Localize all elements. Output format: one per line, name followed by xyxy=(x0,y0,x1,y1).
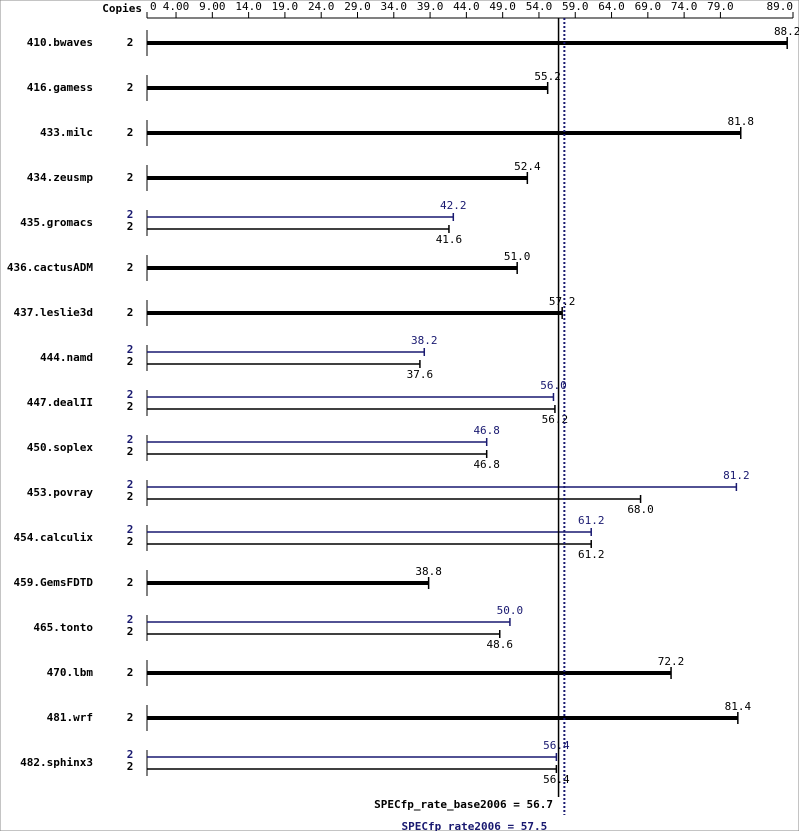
value-label: 72.2 xyxy=(658,655,685,668)
copies-label: 2 xyxy=(127,343,134,356)
category-label: 447.dealII xyxy=(27,396,93,409)
value-label: 56.0 xyxy=(540,379,567,392)
value-label: 68.0 xyxy=(627,503,654,516)
value-label: 61.2 xyxy=(578,514,605,527)
reference-label: SPECfp_rate_base2006 = 56.7 xyxy=(374,798,553,811)
value-label: 46.8 xyxy=(473,424,500,437)
value-label: 61.2 xyxy=(578,548,605,561)
value-label: 52.4 xyxy=(514,160,541,173)
copies-label: 2 xyxy=(127,388,134,401)
category-label: 437.leslie3d xyxy=(14,306,93,319)
x-tick-label: 39.0 xyxy=(417,0,444,13)
value-label: 41.6 xyxy=(436,233,463,246)
x-tick-label: 79.0 xyxy=(707,0,734,13)
copies-label: 2 xyxy=(127,613,134,626)
x-tick-label: 59.0 xyxy=(562,0,589,13)
category-label: 454.calculix xyxy=(14,531,94,544)
category-label: 450.soplex xyxy=(27,441,94,454)
category-label: 444.namd xyxy=(40,351,93,364)
x-tick-label: 24.0 xyxy=(308,0,335,13)
copies-label: 2 xyxy=(127,220,134,233)
x-tick-label: 9.00 xyxy=(199,0,226,13)
value-label: 55.2 xyxy=(534,70,561,83)
category-label: 435.gromacs xyxy=(20,216,93,229)
x-tick-label: 34.0 xyxy=(381,0,408,13)
x-tick-label: 54.0 xyxy=(526,0,553,13)
category-label: 416.gamess xyxy=(27,81,93,94)
x-tick-label: 29.0 xyxy=(344,0,371,13)
copies-label: 2 xyxy=(127,760,134,773)
value-label: 46.8 xyxy=(473,458,500,471)
copies-label: 2 xyxy=(127,490,134,503)
value-label: 57.2 xyxy=(549,295,576,308)
category-label: 434.zeusmp xyxy=(27,171,94,184)
copies-label: 2 xyxy=(127,445,134,458)
copies-label: 2 xyxy=(127,171,134,184)
x-tick-label: 89.0 xyxy=(767,0,794,13)
x-tick-label: 74.0 xyxy=(671,0,698,13)
value-label: 81.4 xyxy=(725,700,752,713)
value-label: 56.4 xyxy=(543,773,570,786)
copies-label: 2 xyxy=(127,523,134,536)
category-label: 453.povray xyxy=(27,486,94,499)
copies-label: 2 xyxy=(127,126,134,139)
copies-label: 2 xyxy=(127,433,134,446)
category-label: 465.tonto xyxy=(33,621,93,634)
x-tick-label: 0 xyxy=(150,0,157,13)
value-label: 38.8 xyxy=(415,565,442,578)
x-tick-label: 14.0 xyxy=(235,0,262,13)
x-tick-label: 19.0 xyxy=(272,0,299,13)
category-label: 459.GemsFDTD xyxy=(14,576,94,589)
copies-label: 2 xyxy=(127,400,134,413)
copies-header: Copies xyxy=(102,2,142,15)
copies-label: 2 xyxy=(127,625,134,638)
copies-label: 2 xyxy=(127,355,134,368)
copies-label: 2 xyxy=(127,478,134,491)
copies-label: 2 xyxy=(127,306,134,319)
category-label: 482.sphinx3 xyxy=(20,756,93,769)
category-label: 436.cactusADM xyxy=(7,261,93,274)
x-tick-label: 4.00 xyxy=(163,0,190,13)
copies-label: 2 xyxy=(127,36,134,49)
value-label: 38.2 xyxy=(411,334,438,347)
reference-label: SPECfp_rate2006 = 57.5 xyxy=(402,820,548,831)
value-label: 81.8 xyxy=(727,115,754,128)
copies-label: 2 xyxy=(127,208,134,221)
x-tick-label: 69.0 xyxy=(635,0,662,13)
copies-label: 2 xyxy=(127,261,134,274)
x-tick-label: 64.0 xyxy=(598,0,625,13)
value-label: 42.2 xyxy=(440,199,467,212)
value-label: 56.4 xyxy=(543,739,570,752)
copies-label: 2 xyxy=(127,711,134,724)
category-label: 433.milc xyxy=(40,126,93,139)
value-label: 88.2 xyxy=(774,25,799,38)
x-tick-label: 44.0 xyxy=(453,0,480,13)
copies-label: 2 xyxy=(127,748,134,761)
category-label: 410.bwaves xyxy=(27,36,93,49)
value-label: 81.2 xyxy=(723,469,750,482)
value-label: 48.6 xyxy=(487,638,514,651)
category-label: 470.lbm xyxy=(47,666,94,679)
copies-label: 2 xyxy=(127,81,134,94)
value-label: 37.6 xyxy=(407,368,434,381)
copies-label: 2 xyxy=(127,535,134,548)
value-label: 51.0 xyxy=(504,250,531,263)
copies-label: 2 xyxy=(127,576,134,589)
value-label: 50.0 xyxy=(497,604,524,617)
copies-label: 2 xyxy=(127,666,134,679)
value-label: 56.2 xyxy=(542,413,569,426)
category-label: 481.wrf xyxy=(47,711,93,724)
x-tick-label: 49.0 xyxy=(489,0,516,13)
